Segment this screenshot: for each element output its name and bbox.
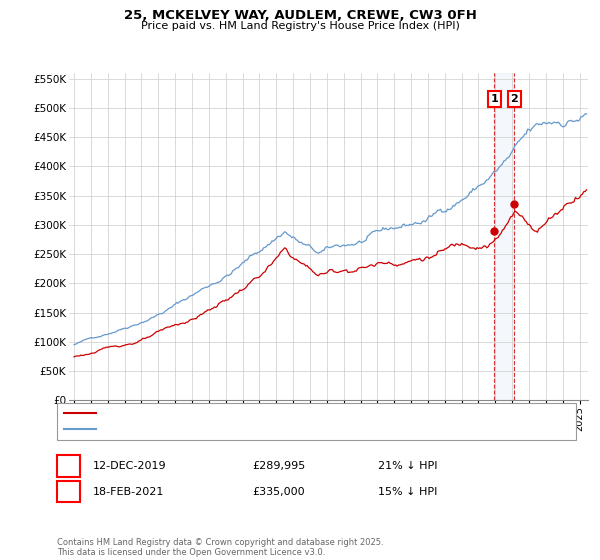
Text: 21% ↓ HPI: 21% ↓ HPI xyxy=(378,461,437,471)
Text: 2: 2 xyxy=(64,485,73,498)
Text: 15% ↓ HPI: 15% ↓ HPI xyxy=(378,487,437,497)
Text: 25, MCKELVEY WAY, AUDLEM, CREWE, CW3 0FH (detached house): 25, MCKELVEY WAY, AUDLEM, CREWE, CW3 0FH… xyxy=(100,408,424,418)
Bar xyxy=(494,73,514,400)
Text: 1: 1 xyxy=(64,459,73,473)
Text: £335,000: £335,000 xyxy=(252,487,305,497)
Text: 18-FEB-2021: 18-FEB-2021 xyxy=(93,487,164,497)
Text: HPI: Average price, detached house, Cheshire East: HPI: Average price, detached house, Ches… xyxy=(100,424,348,435)
Text: Price paid vs. HM Land Registry's House Price Index (HPI): Price paid vs. HM Land Registry's House … xyxy=(140,21,460,31)
Text: 25, MCKELVEY WAY, AUDLEM, CREWE, CW3 0FH: 25, MCKELVEY WAY, AUDLEM, CREWE, CW3 0FH xyxy=(124,9,476,22)
Text: £289,995: £289,995 xyxy=(252,461,305,471)
Text: 1: 1 xyxy=(491,94,499,104)
Text: 2: 2 xyxy=(511,94,518,104)
Text: Contains HM Land Registry data © Crown copyright and database right 2025.
This d: Contains HM Land Registry data © Crown c… xyxy=(57,538,383,557)
Text: 12-DEC-2019: 12-DEC-2019 xyxy=(93,461,167,471)
